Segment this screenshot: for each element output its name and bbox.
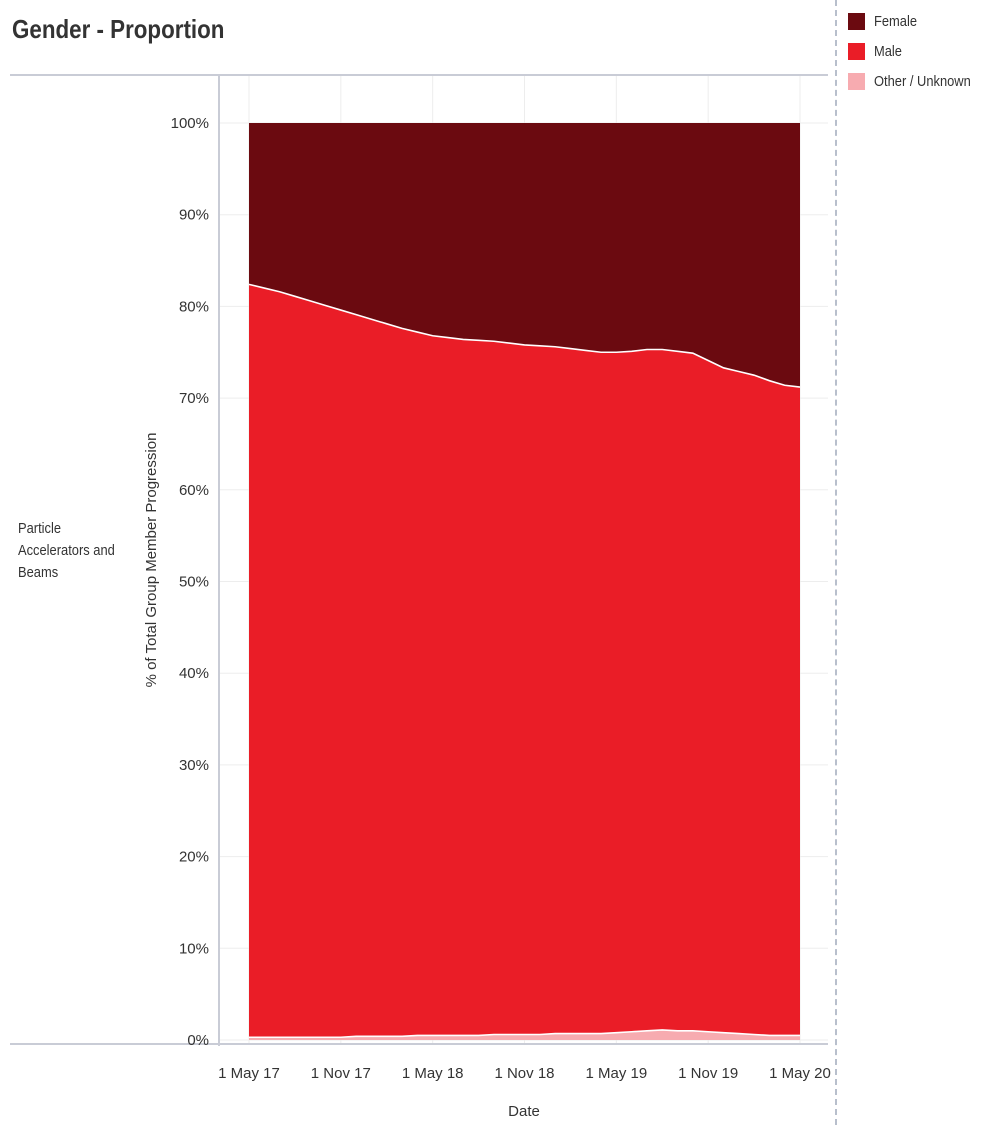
y-tick-label: 80% [179,298,209,315]
legend-item-male[interactable]: Male [848,36,987,66]
x-tick-label: 1 May 19 [585,1065,647,1082]
legend-item-other-unknown[interactable]: Other / Unknown [848,66,987,96]
y-axis-title: % of Total Group Member Progression [143,433,160,688]
x-tick-label: 1 Nov 18 [494,1065,554,1082]
y-tick-label: 70% [179,390,209,407]
axis-divider [10,1043,828,1045]
legend-swatch-female [848,12,865,30]
y-tick-label: 10% [179,940,209,957]
series-boundary-line [248,283,801,388]
y-tick-label: 0% [187,1032,209,1049]
y-tick-label: 50% [179,574,209,591]
x-tick-label: 1 May 17 [218,1065,280,1082]
x-tick-label: 1 Nov 17 [311,1065,371,1082]
y-tick-label: 60% [179,482,209,499]
x-tick-label: 1 May 20 [769,1065,831,1082]
x-tick-label: 1 May 18 [402,1065,464,1082]
y-tick-label: 20% [179,849,209,866]
dashboard-divider [835,0,837,1125]
header-divider [10,74,828,76]
y-tick-label: 40% [179,665,209,682]
legend: Female Male Other / Unknown [848,6,987,96]
y-tick-label: 90% [179,207,209,224]
page-title: Gender - Proportion [12,14,225,44]
area-male [249,284,800,1038]
y-tick-label: 100% [171,115,209,132]
legend-swatch-male [848,42,865,60]
y-tick-label: 30% [179,757,209,774]
legend-label-female: Female [874,12,918,30]
legend-item-female[interactable]: Female [848,6,987,36]
legend-label-male: Male [874,42,902,60]
row-header-label: Particle Accelerators and Beams [18,520,115,581]
legend-swatch-other-unknown [848,72,865,90]
series-boundary-line [249,1029,800,1039]
x-tick-label: 1 Nov 19 [678,1065,738,1082]
x-axis-title: Date [508,1103,540,1120]
area-female [249,123,800,388]
pane-divider [218,76,220,1046]
legend-label-other-unknown: Other / Unknown [874,72,971,90]
